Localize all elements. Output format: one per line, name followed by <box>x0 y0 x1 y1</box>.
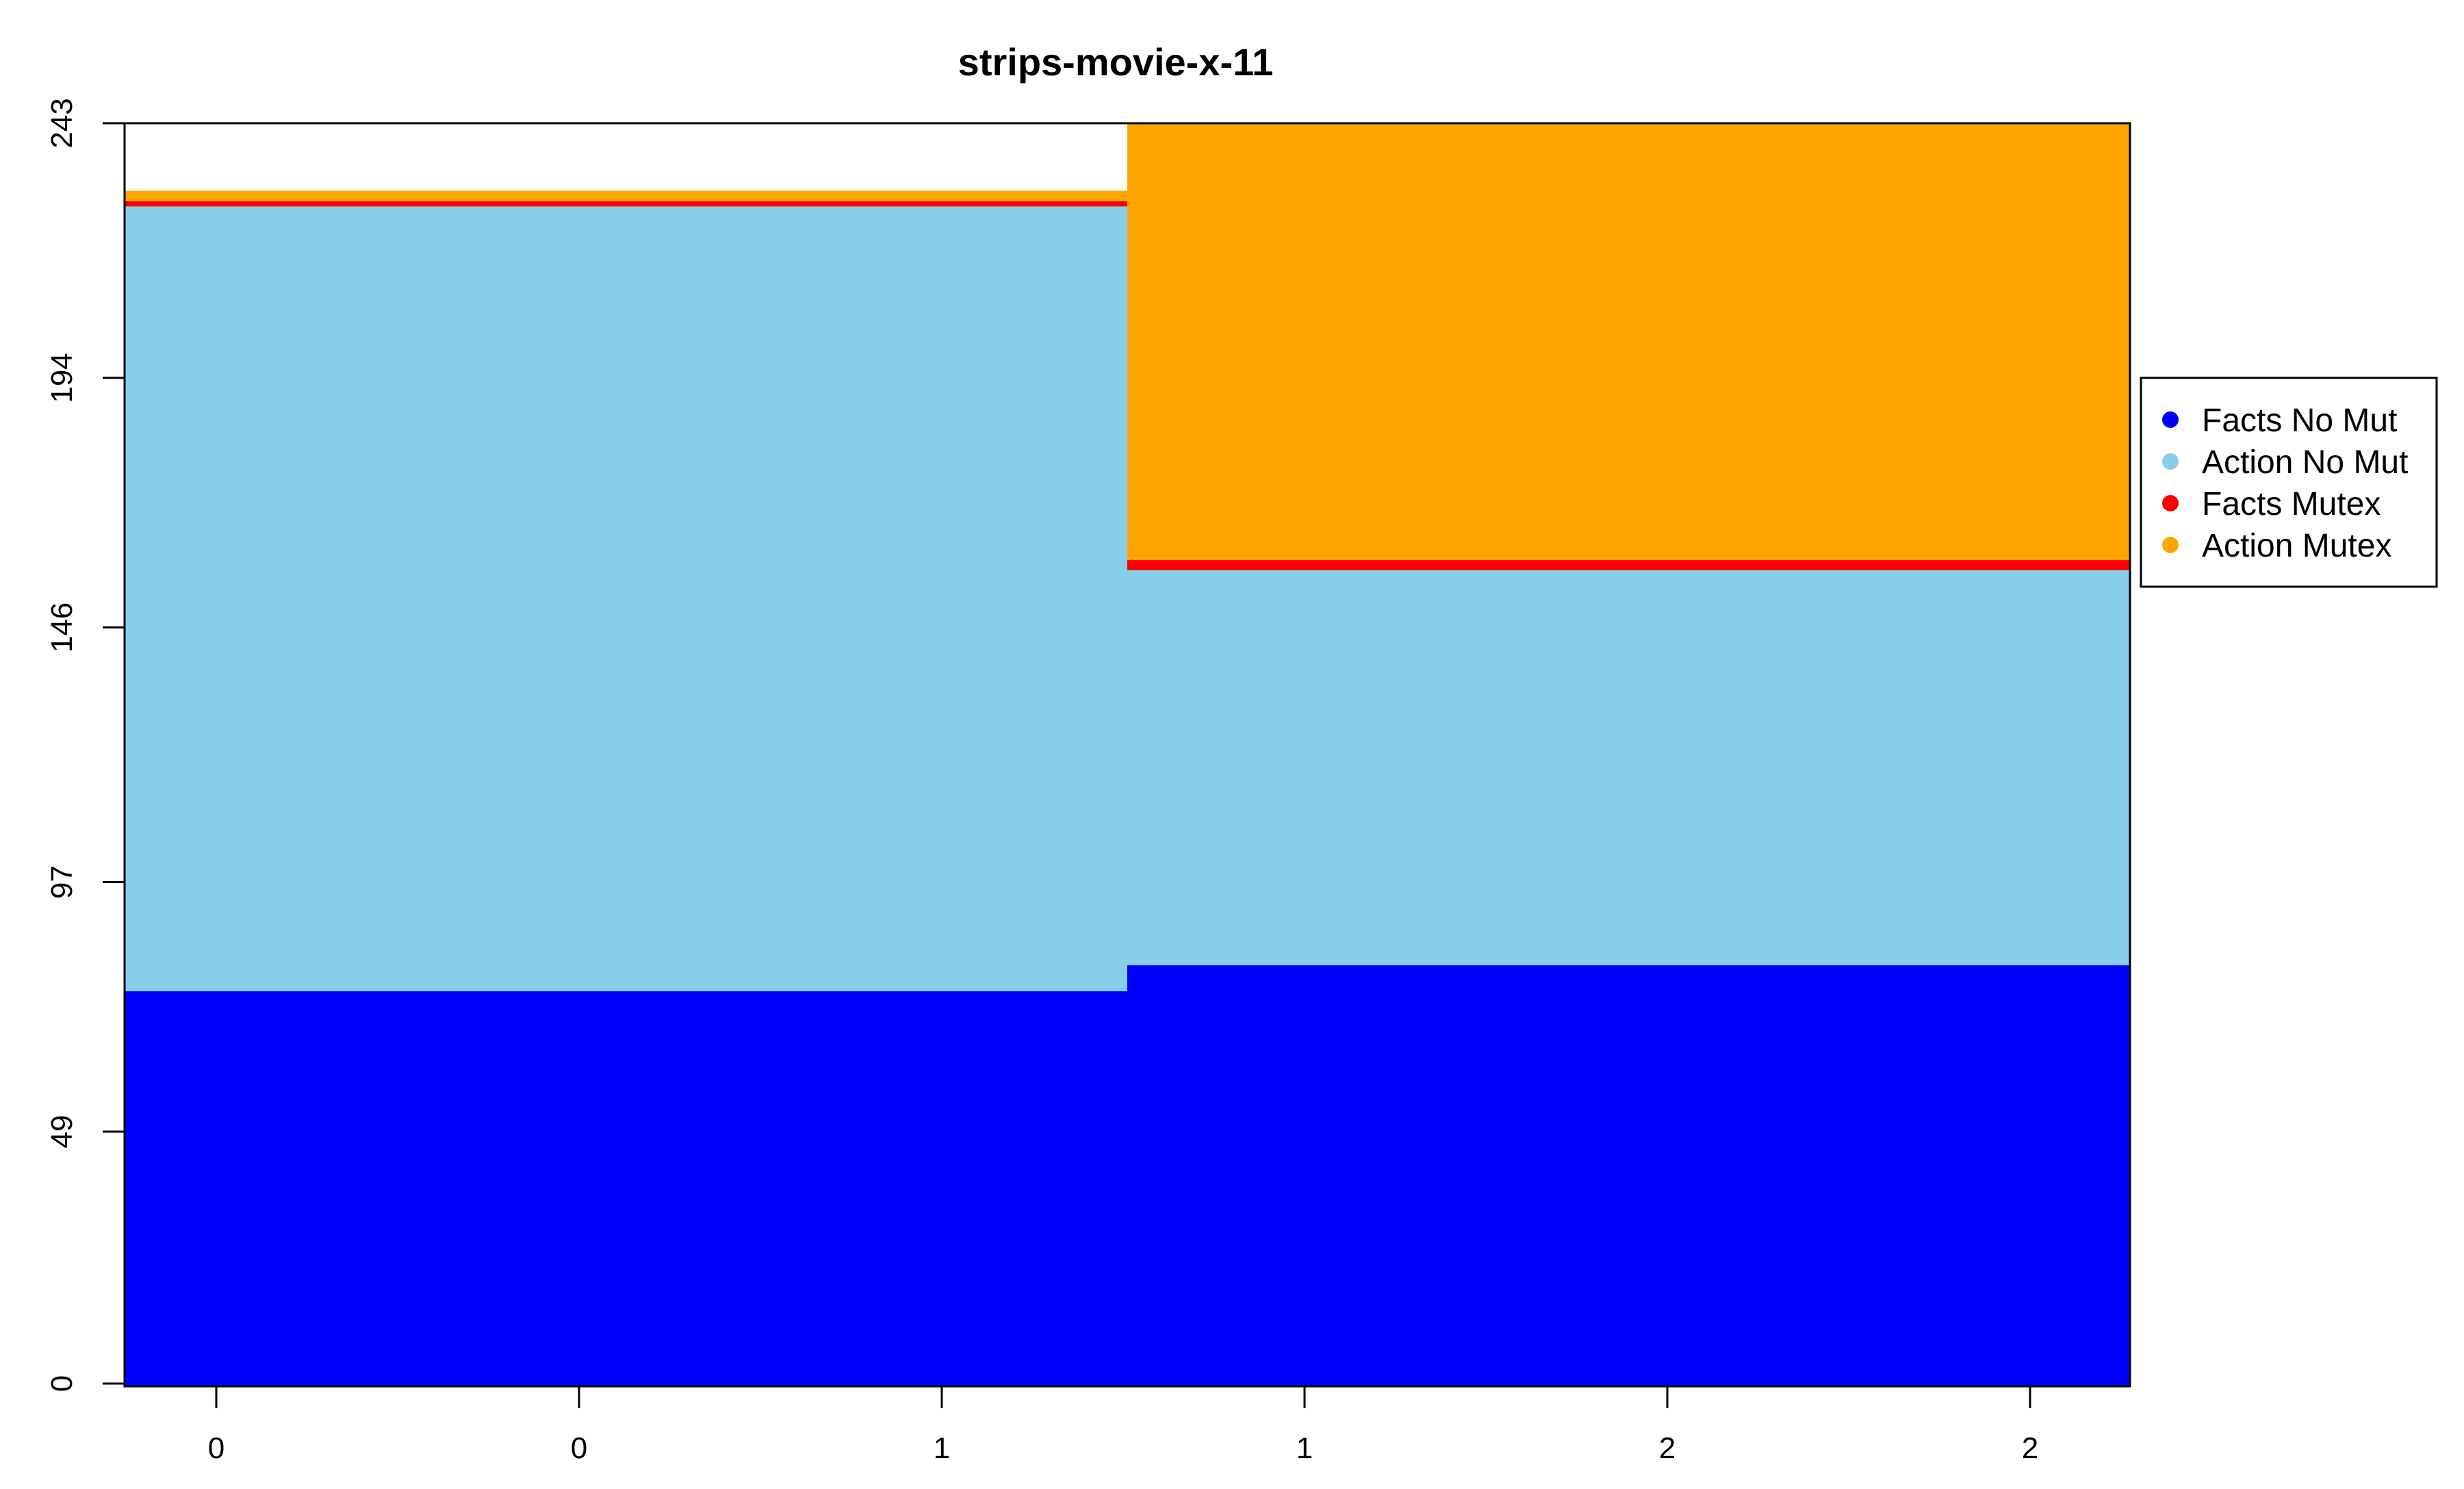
area-action-mutex-segment-1 <box>125 190 1127 201</box>
legend-marker-action-no-mut <box>2162 453 2179 470</box>
x-tick-label: 1 <box>934 1431 950 1465</box>
y-tick-label: 0 <box>45 1375 79 1392</box>
y-tick-label: 194 <box>45 353 79 403</box>
area-facts-mutex-segment-1 <box>125 201 1127 207</box>
legend-label: Facts Mutex <box>2202 486 2380 522</box>
legend-label: Facts No Mut <box>2202 403 2397 439</box>
y-tick-label: 97 <box>45 865 79 899</box>
x-tick-label: 0 <box>208 1431 224 1465</box>
y-tick-label: 146 <box>45 602 79 652</box>
y-axis: 0 49 97 146 194 243 <box>45 98 126 1392</box>
plot-area <box>125 123 2130 1386</box>
y-tick-label: 243 <box>45 98 79 148</box>
x-tick-label: 2 <box>1659 1431 1676 1465</box>
x-tick-label: 1 <box>1296 1431 1313 1465</box>
legend-label: Action Mutex <box>2202 528 2391 564</box>
chart-title: strips-movie-x-11 <box>958 40 1274 84</box>
legend-marker-facts-no-mut <box>2162 411 2179 428</box>
x-axis: 0 0 1 1 2 2 <box>208 1385 2038 1465</box>
area-facts-no-mut-segment-1 <box>125 991 1127 1386</box>
legend-marker-facts-mutex <box>2162 495 2179 511</box>
x-tick-label: 0 <box>571 1431 587 1465</box>
area-facts-mutex-segment-2 <box>1127 559 2130 570</box>
area-action-no-mut-segment-1 <box>125 206 1127 991</box>
legend-marker-action-mutex <box>2162 537 2179 553</box>
y-tick-label: 49 <box>45 1115 79 1148</box>
legend-label: Action No Mut <box>2202 444 2408 481</box>
area-facts-no-mut-segment-2 <box>1127 965 2130 1386</box>
x-tick-label: 2 <box>2022 1431 2038 1465</box>
legend-box <box>2140 377 2438 588</box>
legend: Facts No Mut Action No Mut Facts Mutex Acti… <box>2140 377 2438 588</box>
area-action-no-mut-segment-2 <box>1127 570 2130 965</box>
area-action-mutex-segment-2 <box>1127 123 2130 560</box>
